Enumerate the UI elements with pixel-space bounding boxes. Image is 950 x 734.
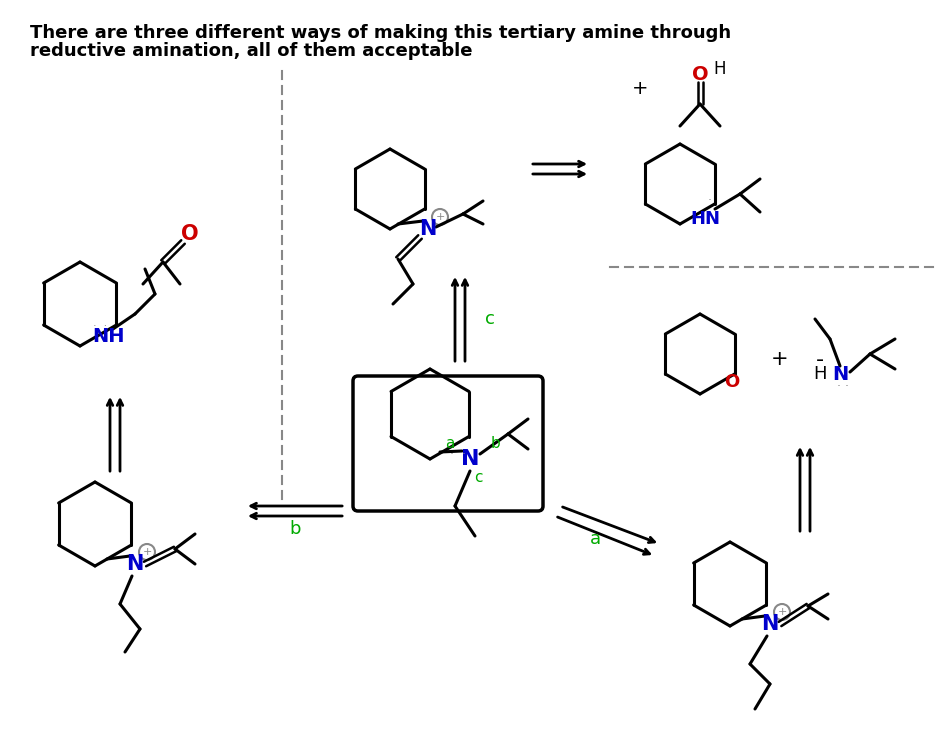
Text: a: a bbox=[446, 437, 455, 451]
Text: +: + bbox=[777, 607, 787, 617]
Text: N: N bbox=[419, 219, 437, 239]
Text: a: a bbox=[589, 530, 600, 548]
Text: H: H bbox=[713, 60, 726, 78]
Text: N: N bbox=[761, 614, 779, 634]
Text: +: + bbox=[142, 547, 152, 557]
Text: c: c bbox=[474, 470, 483, 484]
Text: ·  ·: · · bbox=[93, 321, 107, 331]
Text: +: + bbox=[771, 349, 788, 369]
Text: H: H bbox=[813, 365, 826, 383]
Text: reductive amination, all of them acceptable: reductive amination, all of them accepta… bbox=[30, 42, 472, 60]
Text: O: O bbox=[692, 65, 709, 84]
Text: O: O bbox=[181, 224, 199, 244]
Text: N: N bbox=[461, 449, 479, 469]
Text: +: + bbox=[632, 79, 648, 98]
Text: b: b bbox=[289, 520, 301, 538]
Text: HN: HN bbox=[690, 210, 720, 228]
Text: N: N bbox=[832, 365, 848, 383]
Text: There are three different ways of making this tertiary amine through: There are three different ways of making… bbox=[30, 24, 732, 42]
Text: c: c bbox=[485, 310, 495, 328]
Text: NH: NH bbox=[92, 327, 124, 346]
Text: +: + bbox=[435, 212, 445, 222]
Text: · ·: · · bbox=[837, 380, 849, 393]
Text: N: N bbox=[126, 554, 143, 574]
Text: -: - bbox=[816, 350, 824, 370]
Text: ·: · bbox=[708, 194, 712, 207]
Text: O: O bbox=[724, 373, 740, 391]
Text: ·  ·: · · bbox=[450, 448, 466, 460]
Text: b: b bbox=[490, 437, 500, 451]
